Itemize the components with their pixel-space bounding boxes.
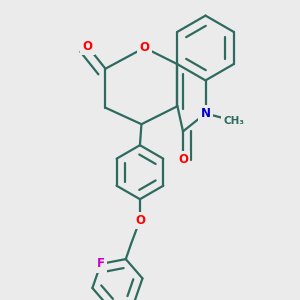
Text: O: O xyxy=(135,214,145,227)
Text: CH₃: CH₃ xyxy=(224,116,244,126)
Text: O: O xyxy=(140,41,149,54)
Text: N: N xyxy=(200,107,211,120)
Text: F: F xyxy=(97,257,105,270)
Text: O: O xyxy=(82,40,92,53)
Text: O: O xyxy=(178,153,188,167)
